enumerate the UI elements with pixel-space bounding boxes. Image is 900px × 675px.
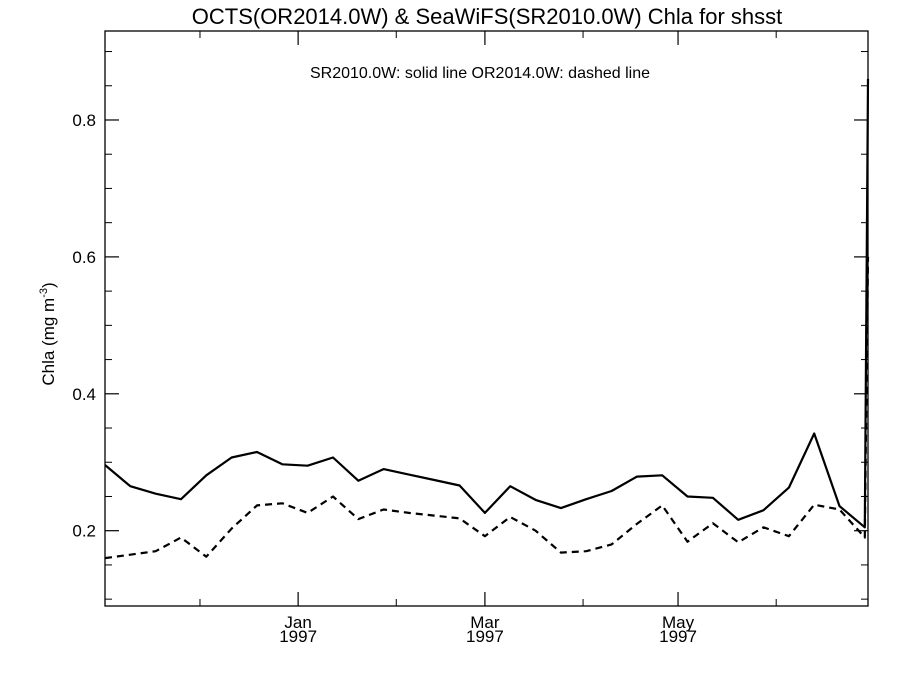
y-tick-label: 0.8: [72, 111, 96, 130]
y-axis-label-text: Chla (mg m: [39, 298, 58, 386]
y-tick-label: 0.4: [72, 385, 96, 404]
y-axis: 0.2 0.4 0.6 0.8: [72, 51, 868, 600]
series-legend-note: SR2010.0W: solid line OR2014.0W: dashed …: [310, 65, 650, 82]
x-tick-month: Jan: [284, 613, 311, 632]
series-line-1: [104, 256, 870, 560]
x-tick-month: May: [662, 613, 695, 632]
y-tick-label: 0.6: [72, 248, 96, 267]
y-axis-label-suffix: ): [39, 282, 58, 288]
y-tick-label: 0.2: [72, 522, 96, 541]
x-tick-month: Mar: [470, 613, 500, 632]
plot-series: [104, 78, 870, 560]
y-axis-label: Chla (mg m-3): [38, 282, 58, 385]
x-tick-year: 1997: [466, 627, 504, 646]
x-tick-year: 1997: [279, 627, 317, 646]
series-line-0: [104, 78, 870, 529]
plot-frame: [104, 30, 869, 607]
x-tick-year: 1997: [659, 627, 697, 646]
chart-title: OCTS(OR2014.0W) & SeaWiFS(SR2010.0W) Chl…: [192, 4, 783, 29]
svg-text:Chla (mg m-3): Chla (mg m-3): [38, 282, 58, 385]
y-axis-label-superscript: -3: [38, 288, 50, 298]
